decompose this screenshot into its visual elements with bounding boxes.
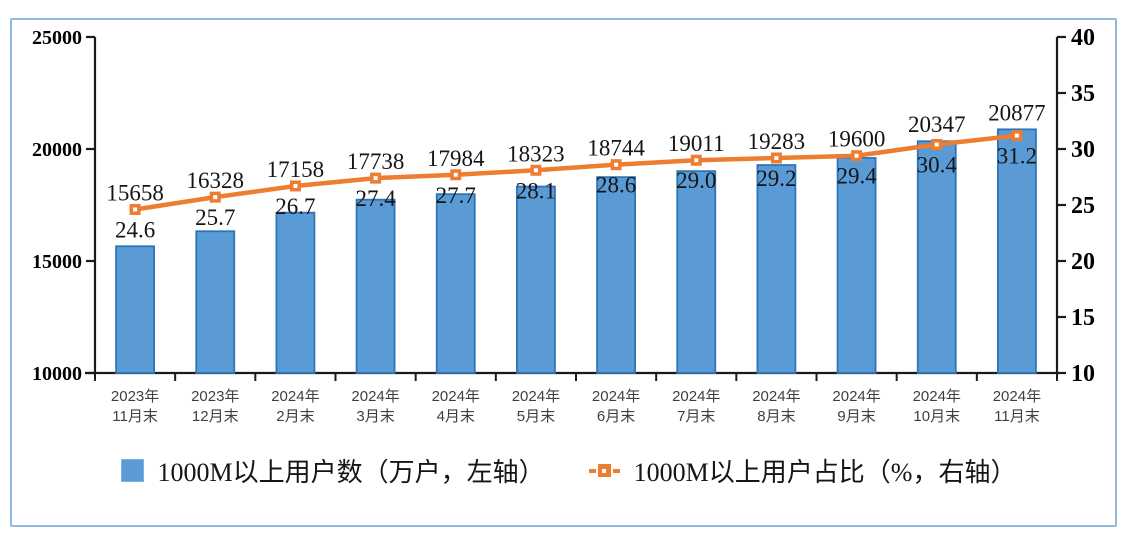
- bar-swatch-icon: [120, 459, 144, 482]
- left-axis-tick-label: 10000: [32, 363, 82, 385]
- bar[interactable]: [516, 185, 556, 374]
- line-marker-center: [533, 168, 538, 173]
- right-axis-tick-label: 30: [1071, 137, 1095, 163]
- right-axis-tick-label: 40: [1071, 25, 1095, 51]
- x-axis-category-label: 2024年 6月末: [592, 388, 640, 425]
- legend-item-bar-series[interactable]: 1000M以上用户数（万户，左轴）: [120, 452, 545, 489]
- bar[interactable]: [355, 198, 396, 374]
- bar[interactable]: [115, 245, 155, 374]
- line-marker-center: [694, 158, 699, 163]
- line-value-label: 31.2: [997, 144, 1037, 169]
- line-value-label: 27.4: [355, 186, 396, 211]
- left-axis-tick-label: 25000: [32, 27, 82, 49]
- x-axis-category-label: 2024年 3月末: [351, 388, 399, 425]
- bar[interactable]: [195, 230, 236, 374]
- x-axis-category-label: 2024年 8月末: [752, 388, 800, 425]
- line-marker-center: [614, 162, 619, 167]
- line-value-label: 29.2: [756, 166, 796, 191]
- line-marker-center: [1014, 133, 1019, 138]
- bar[interactable]: [596, 176, 636, 374]
- legend-label-bar-series: 1000M以上用户数（万户，左轴）: [157, 458, 545, 487]
- bar-value-label: 18744: [587, 136, 645, 161]
- line-marker-center: [774, 155, 779, 160]
- right-axis-tick-label: 35: [1071, 81, 1095, 107]
- line-marker-center: [133, 207, 138, 212]
- line-value-label: 30.4: [917, 153, 958, 178]
- x-axis-category-label: 2024年 5月末: [512, 388, 560, 425]
- x-axis-category-label: 2024年 10月末: [913, 388, 961, 425]
- line-value-label: 28.1: [516, 178, 556, 203]
- bar-value-label: 17158: [267, 157, 325, 182]
- x-axis-category-label: 2024年 11月末: [993, 388, 1041, 425]
- line-value-label: 29.4: [836, 164, 877, 189]
- line-marker-swatch-icon: [588, 464, 620, 477]
- chart-legend: 1000M以上用户数（万户，左轴） 1000M以上用户占比（%，右轴）: [0, 452, 1137, 489]
- bar[interactable]: [836, 157, 877, 374]
- bar-value-label: 18323: [507, 141, 565, 166]
- bar-value-label: 17984: [427, 146, 485, 171]
- x-axis-category-label: 2024年 2月末: [271, 388, 319, 425]
- legend-item-line-series[interactable]: 1000M以上用户占比（%，右轴）: [588, 452, 1017, 489]
- line-value-label: 26.7: [275, 194, 315, 219]
- line-value-label: 24.6: [115, 217, 155, 242]
- bar-value-label: 19600: [828, 127, 886, 152]
- x-axis-category-label: 2023年 12月末: [191, 388, 239, 425]
- x-axis-category-label: 2024年 4月末: [432, 388, 480, 425]
- legend-label-line-series: 1000M以上用户占比（%，右轴）: [633, 458, 1017, 487]
- bar-value-label: 19011: [668, 131, 725, 156]
- bar-value-label: 17738: [347, 149, 405, 174]
- x-axis-category-label: 2024年 7月末: [672, 388, 720, 425]
- bar-value-label: 16328: [187, 168, 245, 193]
- right-axis-tick-label: 15: [1071, 305, 1095, 331]
- right-axis-tick-label: 20: [1071, 249, 1095, 275]
- line-marker-center: [934, 142, 939, 147]
- bar[interactable]: [997, 128, 1037, 374]
- bar-value-label: 19283: [748, 129, 806, 154]
- bar[interactable]: [435, 193, 476, 374]
- line-value-label: 28.6: [596, 173, 636, 198]
- line-value-label: 27.7: [436, 183, 476, 208]
- bar-value-label: 20877: [988, 100, 1046, 125]
- bar[interactable]: [916, 140, 957, 374]
- line-marker-center: [373, 176, 378, 181]
- bar[interactable]: [676, 170, 717, 374]
- bar[interactable]: [275, 211, 316, 374]
- right-axis-tick-label: 25: [1071, 193, 1095, 219]
- right-axis-tick-label: 10: [1071, 361, 1095, 387]
- x-axis-category-label: 2023年 11月末: [111, 388, 159, 425]
- line-marker-center: [453, 172, 458, 177]
- bar-value-label: 15658: [106, 180, 164, 205]
- line-series-path: [134, 133, 1018, 212]
- line-value-label: 29.0: [676, 168, 716, 193]
- bar[interactable]: [756, 164, 797, 374]
- left-axis-tick-label: 20000: [32, 139, 82, 161]
- bar-value-label: 20347: [908, 112, 966, 137]
- line-value-label: 25.7: [195, 205, 235, 230]
- line-marker-center: [293, 183, 298, 188]
- left-axis-tick-label: 15000: [32, 251, 82, 273]
- x-axis-category-label: 2024年 9月末: [832, 388, 880, 425]
- line-marker-center: [854, 153, 859, 158]
- line-marker-center: [213, 195, 218, 200]
